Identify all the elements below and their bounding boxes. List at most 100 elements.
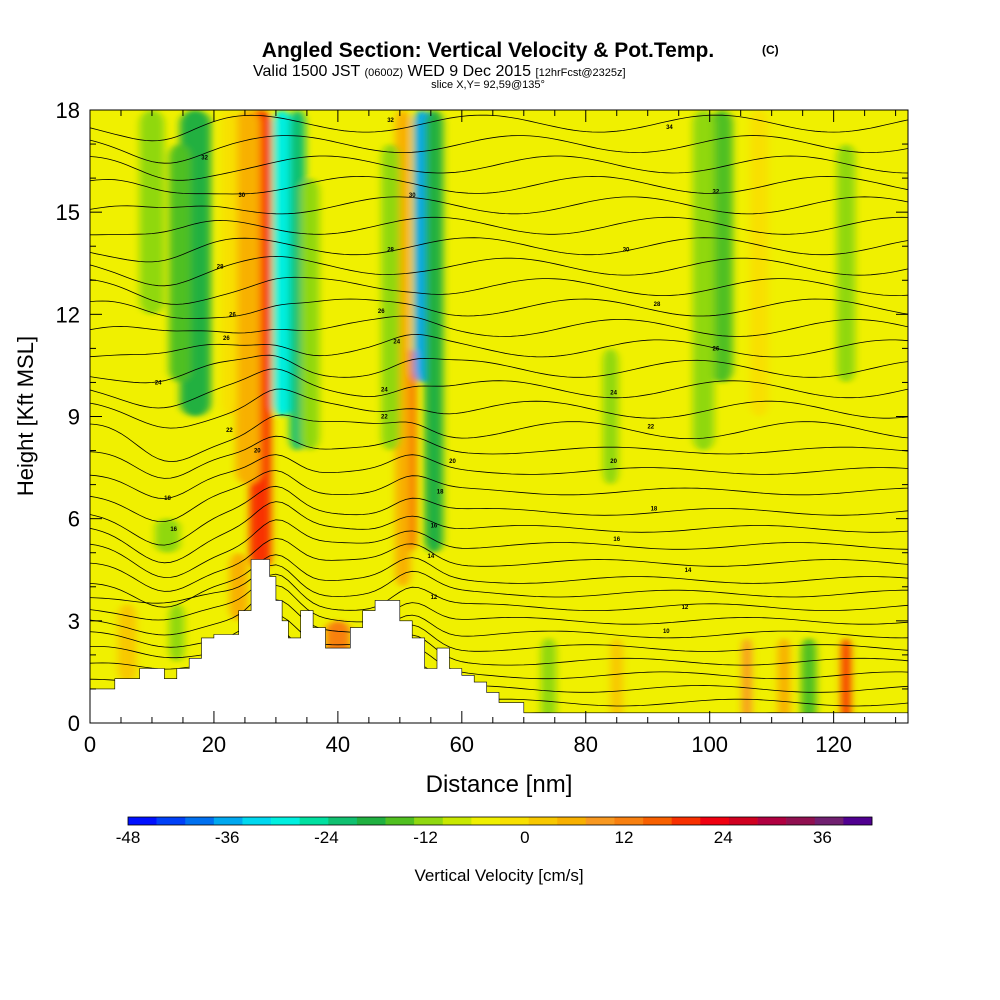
x-tick-label-0: 0 <box>84 732 96 757</box>
colorbar-swatch-16 <box>585 817 615 825</box>
contour-label-17: 20 <box>449 459 456 465</box>
theta-contour-20 <box>90 414 908 463</box>
velocity-cell-20 <box>841 637 851 723</box>
chart-title: Angled Section: Vertical Velocity & Pot.… <box>262 39 714 62</box>
y-tick-label-3: 9 <box>68 405 80 430</box>
contour-label-21: 12 <box>431 595 438 601</box>
velocity-cell-15 <box>711 110 733 383</box>
theta-contour-25 <box>90 315 908 337</box>
contour-label-6: 22 <box>226 428 233 434</box>
contour-label-32: 14 <box>685 568 692 574</box>
contour-label-13: 26 <box>378 309 385 315</box>
chart-header: Angled Section: Vertical Velocity & Pot.… <box>253 39 779 91</box>
velocity-cell-13 <box>424 110 444 553</box>
valid-time-line: Valid 1500 JST (0600Z) WED 9 Dec 2015 [1… <box>253 63 626 80</box>
colorbar-swatch-6 <box>299 817 329 825</box>
x-tick-label-4: 80 <box>574 732 598 757</box>
colorbar-swatch-1 <box>156 817 186 825</box>
colorbar-tick-1: -36 <box>215 828 240 847</box>
colorbar-swatch-23 <box>786 817 816 825</box>
colorbar-swatch-25 <box>843 817 873 825</box>
contour-label-26: 26 <box>713 346 720 352</box>
theta-contour-24 <box>90 333 908 358</box>
plot-area: 32 30 28 26 26 24 22 20 18 16 32 30 28 26 24 24 22 20 18 16… <box>90 110 908 723</box>
velocity-cell-8 <box>139 110 165 315</box>
y-tick-label-1: 3 <box>68 609 80 634</box>
x-axis-label: Distance [nm] <box>426 771 573 798</box>
colorbar-swatch-5 <box>271 817 300 825</box>
theta-contour-19 <box>90 435 908 479</box>
y-tick-label-0: 0 <box>68 711 80 736</box>
contour-label-2: 28 <box>217 265 224 271</box>
x-axis: 0 20 40 60 80 100 120 <box>84 110 897 757</box>
velocity-cell-22 <box>742 637 752 723</box>
theta-contour-16 <box>90 485 908 546</box>
contour-label-1: 30 <box>238 193 245 199</box>
contour-label-23: 32 <box>713 190 720 196</box>
velocity-cell-16 <box>692 110 715 451</box>
colorbar-swatch-12 <box>471 817 501 825</box>
contour-label-10: 32 <box>387 118 394 124</box>
contour-labels: 32 30 28 26 26 24 22 20 18 16 32 30 28 26 24 24 22 20 18 16… <box>155 118 720 635</box>
x-tick-label-1: 20 <box>202 732 226 757</box>
theta-contour-35 <box>90 114 908 142</box>
theta-contour-28 <box>90 255 908 287</box>
colorbar-swatch-8 <box>356 817 386 825</box>
slice-info: slice X,Y= 92,59@135° <box>431 79 545 91</box>
colorbar-swatch-18 <box>643 817 672 825</box>
y-tick-label-4: 12 <box>56 302 80 327</box>
velocity-cell-28 <box>117 603 137 683</box>
velocity-cell-19 <box>602 348 619 485</box>
y-axis: 0 3 6 9 12 15 18 <box>56 98 908 736</box>
colorbar-label: Vertical Velocity [cm/s] <box>414 866 583 885</box>
velocity-cell-5 <box>300 178 320 451</box>
theta-contour-17 <box>90 470 908 523</box>
colorbar-swatch-13 <box>500 817 529 825</box>
chart-title-unit: (C) <box>762 43 779 57</box>
theta-contour-23 <box>90 354 908 384</box>
colorbar-tick-7: 36 <box>813 828 832 847</box>
contour-label-7: 20 <box>254 449 261 455</box>
theta-contour-29 <box>90 237 908 263</box>
theta-contour-14 <box>90 519 908 578</box>
contour-label-4: 26 <box>223 336 230 342</box>
contour-label-22: 34 <box>666 125 673 131</box>
velocity-cell-14 <box>381 144 400 451</box>
colorbar-swatch-4 <box>242 817 272 825</box>
theta-contour-21 <box>90 388 908 429</box>
contour-label-5: 24 <box>155 380 162 386</box>
contour-label-25: 28 <box>654 302 661 308</box>
x-tick-label-6: 120 <box>815 732 852 757</box>
colorbar-swatch-19 <box>671 817 701 825</box>
colorbar-swatch-15 <box>557 817 587 825</box>
colorbar-swatch-14 <box>528 817 558 825</box>
y-tick-label-5: 15 <box>56 200 80 225</box>
contour-label-31: 16 <box>613 537 620 543</box>
contour-label-9: 16 <box>170 527 177 533</box>
colorbar-tick-2: -24 <box>314 828 339 847</box>
y-axis-label: Height [Kft MSL] <box>13 336 38 496</box>
velocity-field <box>117 110 856 723</box>
colorbar-swatch-3 <box>213 817 243 825</box>
contour-label-15: 24 <box>381 387 388 393</box>
theta-contour-15 <box>90 501 908 564</box>
velocity-cell-17 <box>749 110 769 417</box>
theta-contour-9 <box>90 584 908 636</box>
x-tick-label-3: 60 <box>450 732 474 757</box>
y-tick-label-6: 18 <box>56 98 80 123</box>
contour-label-34: 10 <box>663 629 670 635</box>
contour-label-8: 18 <box>164 496 171 502</box>
contour-label-3: 26 <box>229 312 236 318</box>
colorbar-swatch-11 <box>442 817 472 825</box>
colorbar-swatch-20 <box>700 817 730 825</box>
colorbar-tick-5: 12 <box>615 828 634 847</box>
velocity-cell-2 <box>221 110 238 417</box>
contour-label-20: 14 <box>427 554 434 560</box>
colorbar-swatch-0 <box>128 817 157 825</box>
contour-label-33: 12 <box>682 605 689 611</box>
contour-label-14: 24 <box>393 340 400 346</box>
contour-label-19: 16 <box>431 523 438 529</box>
theta-contour-33 <box>90 155 908 181</box>
contour-label-0: 32 <box>201 156 208 162</box>
velocity-cell-18 <box>836 144 856 383</box>
